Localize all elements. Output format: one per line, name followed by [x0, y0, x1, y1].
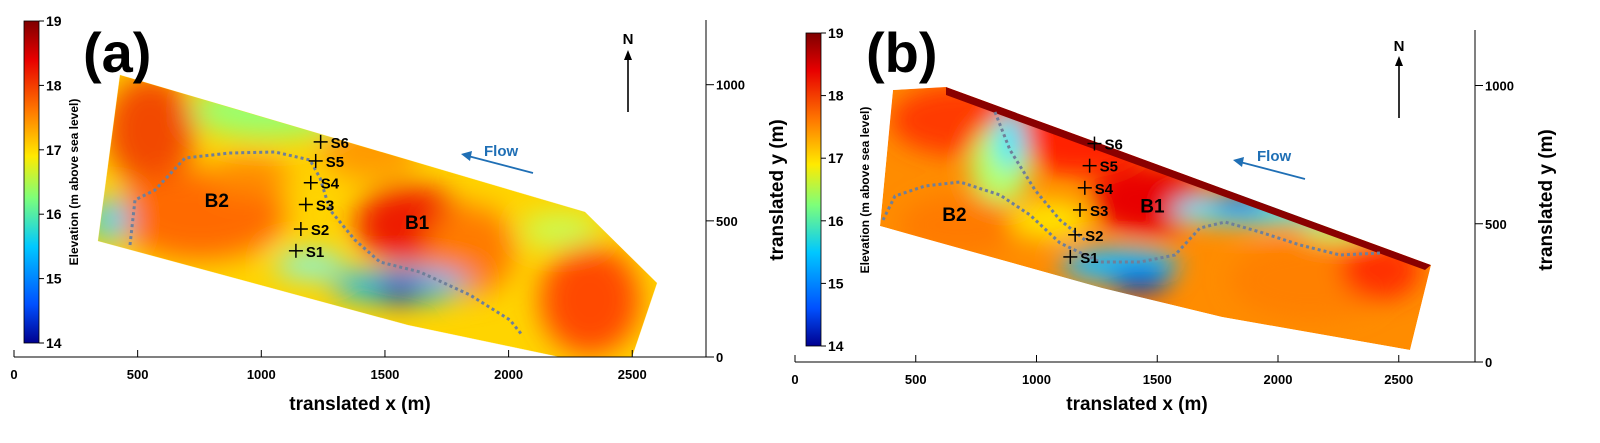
- colorbar-a-ticks: 14 15 16 17 18 19: [39, 13, 62, 351]
- x-tick-label-a: 1000: [247, 367, 276, 382]
- region-label-b1-b: B1: [1140, 197, 1165, 218]
- survey-point-s3-a: S3: [298, 197, 334, 215]
- colorbar-tick-label-a: 19: [46, 13, 62, 29]
- survey-point-label: S4: [321, 176, 340, 193]
- x-tick-label-a: 2000: [494, 367, 523, 382]
- north-label-a: N: [623, 31, 634, 48]
- colorbar-tick-label-a: 14: [46, 335, 62, 351]
- survey-point-label: S3: [316, 198, 334, 215]
- y-axis-a: 0 500 1000: [705, 20, 745, 365]
- x-tick-label-a: 500: [127, 367, 149, 382]
- x-tick-label-a: 0: [10, 367, 17, 382]
- survey-point-label: S2: [1085, 228, 1103, 245]
- colorbar-tick-label-a: 18: [46, 77, 62, 93]
- survey-point-label: S5: [326, 154, 344, 171]
- region-label-b2-b: B2: [942, 205, 966, 226]
- colorbar-tick-label-b: 15: [828, 275, 844, 291]
- basin-boundary-a: [128, 150, 524, 336]
- region-label-b2-a: B2: [205, 191, 229, 212]
- survey-point-s4-a: S4: [303, 175, 340, 193]
- survey-point-label: S2: [311, 222, 329, 239]
- y-axis-title-b: translated y (m): [1536, 129, 1557, 270]
- colorbar-tick-label-b: 14: [828, 338, 844, 354]
- x-tick-label-b: 1000: [1022, 372, 1051, 387]
- y-tick-label-a: 0: [716, 350, 723, 365]
- panel-a: 14 15 16 17 18 19 Elevation (m above sea leve…: [10, 13, 788, 415]
- survey-point-label: S4: [1095, 181, 1114, 198]
- colorbar-tick-label-b: 18: [828, 88, 844, 104]
- x-tick-label-b: 1500: [1143, 372, 1172, 387]
- panel-label-b: (b): [866, 21, 938, 84]
- colorbar-tick-label-a: 15: [46, 271, 62, 287]
- colorbar-a: 14 15 16 17 18 19 Elevation (m above sea leve…: [23, 13, 81, 351]
- survey-point-s4-b: S4: [1077, 180, 1114, 198]
- colorbar-b-ticks: 14 15 16 17 18 19: [821, 25, 844, 354]
- survey-point-label: S3: [1090, 203, 1108, 220]
- north-arrow-b: N: [1394, 38, 1405, 118]
- x-axis-b: 0 500 1000 1500 2000 2500: [791, 355, 1475, 387]
- survey-point-s2-b: S2: [1068, 227, 1103, 245]
- survey-point-s1-a: S1: [288, 243, 324, 261]
- elevation-map-a: [98, 75, 657, 357]
- flow-label-a: Flow: [484, 143, 518, 160]
- colorbar-tick-label-b: 16: [828, 213, 844, 229]
- colorbar-tick-label-a: 16: [46, 206, 62, 222]
- colorbar-tick-label-b: 17: [828, 150, 844, 166]
- colorbar-a-gradient: [23, 20, 40, 344]
- x-tick-label-b: 2000: [1264, 372, 1293, 387]
- y-tick-label-a: 500: [716, 214, 738, 229]
- survey-point-s1-b: S1: [1063, 249, 1099, 267]
- y-tick-label-b: 1000: [1485, 79, 1514, 94]
- x-tick-label-b: 500: [905, 372, 927, 387]
- north-arrow-a: N: [623, 31, 634, 112]
- panel-b: 14 15 16 17 18 19 Elevation (m above sea leve…: [791, 21, 1557, 415]
- survey-point-label: S1: [306, 244, 324, 261]
- region-label-b1-a: B1: [405, 213, 430, 234]
- y-axis-title-a: translated y (m): [767, 119, 788, 260]
- y-tick-label-b: 0: [1485, 355, 1492, 370]
- x-axis-title-b: translated x (m): [1066, 394, 1207, 415]
- survey-point-s5-b: S5: [1082, 158, 1118, 176]
- annotations-a: S1 S2 S3 S4 S5 S6 B1 B2: [205, 134, 430, 261]
- flow-arrow-b: Flow: [1233, 148, 1306, 180]
- y-axis-b: 0 500 1000: [1474, 30, 1514, 370]
- colorbar-tick-label-b: 19: [828, 25, 844, 41]
- panel-label-a: (a): [83, 21, 151, 84]
- colorbar-b-gradient: [805, 32, 822, 347]
- colorbar-b: 14 15 16 17 18 19 Elevation (m above sea leve…: [805, 25, 872, 354]
- survey-point-s3-b: S3: [1072, 202, 1108, 220]
- survey-point-label: S6: [1104, 137, 1122, 154]
- y-tick-label-b: 500: [1485, 217, 1507, 232]
- x-tick-label-b: 2500: [1384, 372, 1413, 387]
- basin-boundary-b-1: [881, 180, 1381, 264]
- survey-point-label: S1: [1080, 250, 1098, 267]
- survey-point-label: S5: [1100, 159, 1118, 176]
- colorbar-tick-label-a: 17: [46, 142, 62, 158]
- x-tick-label-a: 2500: [618, 367, 647, 382]
- survey-point-s6-a: S6: [313, 134, 349, 152]
- survey-point-s5-a: S5: [308, 153, 344, 171]
- north-label-b: N: [1394, 38, 1405, 55]
- flow-arrow-a: Flow: [461, 143, 534, 174]
- annotations-b: S1 S2 S3 S4 S5 S6 B1 B2: [942, 136, 1165, 267]
- survey-point-s2-a: S2: [293, 222, 329, 239]
- colorbar-b-label: Elevation (m above sea level): [858, 107, 872, 274]
- survey-point-label: S6: [331, 135, 349, 152]
- x-axis-a: 0 500 1000 1500 2000 2500: [10, 350, 706, 382]
- x-axis-title-a: translated x (m): [289, 394, 430, 415]
- x-tick-label-b: 0: [791, 372, 798, 387]
- colorbar-a-label: Elevation (m above sea level): [67, 99, 81, 266]
- x-tick-label-a: 1500: [370, 367, 399, 382]
- y-tick-label-a: 1000: [716, 78, 745, 93]
- survey-point-s6-b: S6: [1087, 136, 1123, 154]
- flow-label-b: Flow: [1257, 148, 1291, 165]
